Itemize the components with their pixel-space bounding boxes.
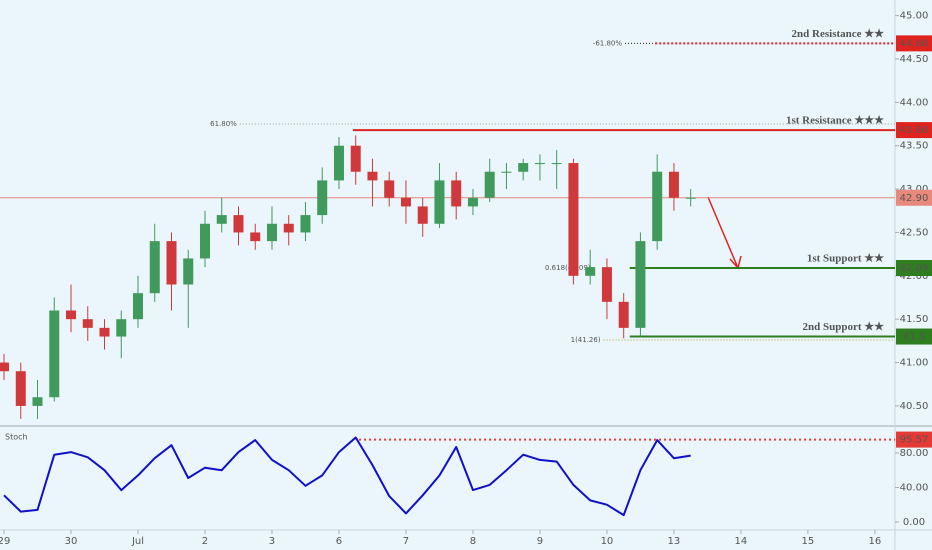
x-tick-label: 30 bbox=[65, 536, 78, 547]
y-tick-label: 40.50 bbox=[900, 401, 929, 412]
x-tick-label: 14 bbox=[735, 536, 748, 547]
level-price-box bbox=[896, 328, 932, 345]
level-price-label: 42.90 bbox=[900, 193, 929, 204]
fib-label: 0.618(42.09) bbox=[545, 264, 591, 272]
y-tick-label: 41.50 bbox=[900, 314, 929, 325]
candle-body bbox=[317, 180, 328, 216]
fib-label: 61.80% bbox=[210, 120, 237, 128]
y-tick-label: 43.50 bbox=[900, 141, 929, 152]
x-tick-label: 15 bbox=[802, 536, 815, 547]
level-price-box bbox=[896, 260, 932, 277]
y-tick-label: 42.50 bbox=[900, 227, 929, 238]
candle-body bbox=[417, 206, 428, 224]
y-tick-label: 45.00 bbox=[900, 11, 929, 22]
candle-body bbox=[233, 215, 244, 233]
forecast-arrow bbox=[707, 196, 739, 269]
candle-body bbox=[534, 163, 545, 165]
x-tick-label: 3 bbox=[269, 536, 275, 547]
level-price-box bbox=[896, 189, 932, 206]
y-tick-label: 0.00 bbox=[903, 517, 925, 528]
candle-body bbox=[618, 301, 629, 328]
x-tick-label: 29 bbox=[0, 536, 10, 547]
candle-body bbox=[166, 241, 177, 285]
candle-body bbox=[668, 171, 679, 198]
candle-body bbox=[434, 180, 445, 224]
y-tick-label: 80.00 bbox=[900, 448, 929, 459]
x-tick-label: 8 bbox=[470, 536, 476, 547]
x-tick-label: 10 bbox=[601, 536, 614, 547]
x-tick-label: 16 bbox=[869, 536, 882, 547]
level-price-box bbox=[896, 122, 932, 139]
level-name: 2nd Support ★★ bbox=[803, 321, 885, 333]
level-name: 1st Resistance ★★★ bbox=[786, 115, 884, 127]
x-tick-label: 7 bbox=[403, 536, 409, 547]
candle-body bbox=[568, 163, 579, 276]
candle-body bbox=[635, 241, 646, 328]
candle-body bbox=[467, 197, 478, 207]
y-tick-label: 43.00 bbox=[900, 184, 929, 195]
candle-body bbox=[585, 267, 596, 276]
candle-body bbox=[652, 171, 663, 242]
candle-body bbox=[400, 197, 411, 207]
level-price-label: 44.68 bbox=[900, 38, 929, 49]
candle-body bbox=[518, 163, 529, 172]
candle-body bbox=[0, 362, 10, 372]
pane-title: Stoch bbox=[5, 433, 28, 442]
candle-body bbox=[116, 319, 127, 337]
level-name: 1st Support ★★ bbox=[807, 253, 884, 265]
level-name: 2nd Resistance ★★ bbox=[792, 28, 885, 40]
x-tick-label: 9 bbox=[537, 536, 543, 547]
y-tick-label: 44.50 bbox=[900, 54, 929, 65]
candle-body bbox=[15, 371, 26, 406]
candle-body bbox=[501, 171, 512, 173]
stoch-level-box bbox=[896, 431, 932, 448]
fib-label: 1(41.26) bbox=[571, 336, 601, 344]
candle-body bbox=[451, 180, 462, 207]
candle-body bbox=[484, 171, 495, 198]
candle-body bbox=[32, 397, 43, 406]
candle-body bbox=[183, 258, 194, 285]
level-price-label: 43.68 bbox=[900, 125, 929, 136]
candle-body bbox=[367, 171, 378, 181]
x-tick-label: 2 bbox=[202, 536, 208, 547]
candle-body bbox=[300, 215, 311, 233]
stoch-line bbox=[3, 436, 691, 517]
candle-body bbox=[250, 232, 261, 242]
candle-body bbox=[601, 267, 612, 302]
candle-body bbox=[216, 215, 227, 224]
level-price-label: 42.09 bbox=[900, 263, 929, 274]
candle-body bbox=[82, 319, 93, 328]
level-price-box bbox=[896, 35, 932, 52]
candle-body bbox=[551, 163, 562, 165]
candle-body bbox=[350, 145, 361, 172]
candle-body bbox=[133, 293, 144, 320]
stoch-level-label: 95.57 bbox=[900, 435, 929, 446]
level-price-label: 41.3 bbox=[903, 332, 925, 343]
candle-body bbox=[199, 223, 210, 259]
x-tick-label: 13 bbox=[668, 536, 681, 547]
candle-body bbox=[66, 310, 77, 320]
x-tick-label: Jul bbox=[131, 536, 144, 547]
y-tick-label: 44.00 bbox=[900, 97, 929, 108]
x-tick-label: 6 bbox=[336, 536, 342, 547]
y-tick-label: 41.00 bbox=[900, 358, 929, 369]
candle-body bbox=[49, 310, 60, 398]
candle-body bbox=[266, 223, 277, 242]
candle-body bbox=[333, 145, 344, 181]
candle-body bbox=[149, 241, 160, 294]
y-tick-label: 40.00 bbox=[900, 482, 929, 493]
candle-body bbox=[283, 223, 294, 233]
fib-label: -61.80% bbox=[593, 39, 623, 47]
candle-body bbox=[384, 180, 395, 198]
candle-body bbox=[685, 197, 696, 199]
candle-body bbox=[99, 327, 110, 337]
y-tick-label: 42.00 bbox=[900, 271, 929, 282]
